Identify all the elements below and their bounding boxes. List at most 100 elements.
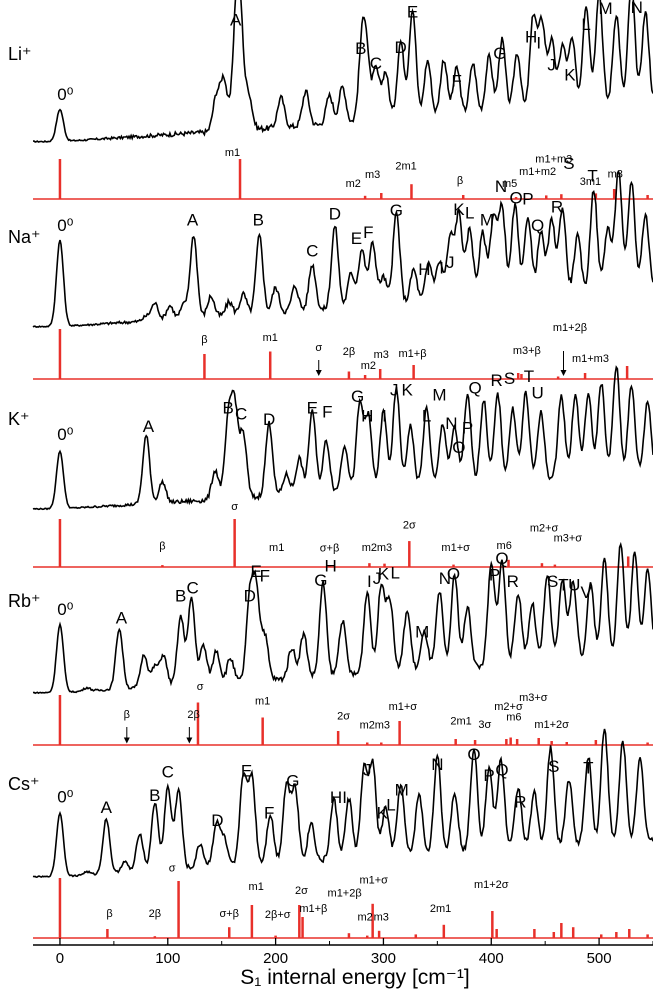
spectrum-trace <box>33 0 653 143</box>
band-label: V <box>580 583 592 602</box>
band-label: I <box>342 788 347 807</box>
stick-label: m6 <box>506 712 521 724</box>
band-label: M <box>598 0 612 18</box>
band-label: J <box>446 253 455 272</box>
stick-label: 2m1 <box>395 161 416 173</box>
stick-label: m1+σ <box>389 701 418 713</box>
band-label: D <box>211 811 223 830</box>
band-label: G <box>286 772 299 791</box>
band-label: C <box>186 579 198 598</box>
x-tick-label: 0 <box>56 950 64 967</box>
band-label: H <box>324 557 336 576</box>
band-label: J <box>547 55 556 74</box>
ion-label: Na⁺ <box>8 227 41 247</box>
band-label: L <box>386 796 395 815</box>
band-label: M <box>415 623 429 642</box>
band-label: F <box>452 71 462 90</box>
band-label: C <box>235 405 247 424</box>
band-label: F <box>322 403 332 422</box>
stick-label: 2β <box>187 709 199 721</box>
band-label: Q <box>531 216 544 235</box>
stick-label: m1+m3 <box>535 153 572 165</box>
spectrum-trace <box>32 365 653 511</box>
band-label: N <box>439 569 451 588</box>
band-label: T <box>558 575 568 594</box>
stick-label: β <box>457 175 463 187</box>
stick-label: m2+σ <box>494 701 523 713</box>
stick-label: m2 <box>357 912 372 924</box>
stick-label: m2 <box>362 542 377 554</box>
band-label: F <box>363 223 373 242</box>
band-label: M <box>395 780 409 799</box>
band-label: I <box>536 33 541 52</box>
stick-label: σ+β <box>320 543 340 555</box>
band-label: D <box>263 410 275 429</box>
band-label: F <box>260 567 270 586</box>
stick-label: m1 <box>249 881 264 893</box>
stick-label: σ <box>197 681 204 693</box>
band-label: 0⁰ <box>57 216 73 235</box>
band-label: N <box>431 755 443 774</box>
stick-label: m3+σ <box>554 532 583 544</box>
band-label: E <box>307 398 318 417</box>
stick-label: m3 <box>374 912 389 924</box>
band-label: O <box>447 564 460 583</box>
band-label: T <box>583 758 593 777</box>
band-label: G <box>351 387 364 406</box>
band-label: E <box>351 229 362 248</box>
stick-label: m1+σ <box>359 874 388 886</box>
band-label: N <box>495 177 507 196</box>
band-label: P <box>462 418 473 437</box>
band-label: P <box>489 566 500 585</box>
stick-label: σ <box>169 862 176 874</box>
band-label: D <box>395 38 407 57</box>
stick-label: m3+σ <box>519 692 548 704</box>
stick-label: 2σ <box>337 711 350 723</box>
panel-5: Cs⁺ 0⁰ A BC D E FG H IJ KLM N OP QR S Tβ 2β σ σ+β m1 2β+σ 2σ… <box>8 728 653 939</box>
band-label: D <box>329 205 341 224</box>
arrow-head <box>560 370 567 376</box>
band-label: R <box>514 792 526 811</box>
stick-label: m3 <box>374 349 389 361</box>
spectrum-trace <box>32 541 653 695</box>
stick-label: σ <box>231 501 238 513</box>
stick-label: σ <box>315 342 322 354</box>
band-label: Q <box>495 761 508 780</box>
band-label: J <box>373 569 382 588</box>
ion-label: Cs⁺ <box>8 774 40 794</box>
stick-label: m2+σ <box>530 522 559 534</box>
stick-label: m3 <box>377 542 392 554</box>
band-label: L <box>391 563 400 582</box>
band-label: E <box>241 762 252 781</box>
x-axis-label: S₁ internal energy [cm⁻¹] <box>240 966 469 989</box>
band-label: U <box>531 384 543 403</box>
band-label: J <box>363 761 372 780</box>
band-label: B <box>222 398 233 417</box>
band-label: H <box>361 407 373 426</box>
band-label: R <box>551 198 563 217</box>
band-label: C <box>162 763 174 782</box>
ion-label: Rb⁺ <box>8 591 41 611</box>
stick-label: m1+2σ <box>474 879 509 891</box>
band-label: U <box>568 575 580 594</box>
stick-label: m1+m3 <box>572 353 609 365</box>
band-label: G <box>493 44 506 63</box>
stick-label: 2m1 <box>430 903 451 915</box>
stick-label: 2m1 <box>450 716 471 728</box>
stick-label: m1 <box>263 332 278 344</box>
stick-label: 2β <box>343 346 355 358</box>
stick-label: β <box>106 908 112 920</box>
band-label: R <box>507 572 519 591</box>
stick-label: m3+β <box>513 345 541 357</box>
arrow-head <box>186 737 193 744</box>
band-label: A <box>143 417 155 436</box>
band-label: Q <box>468 378 481 397</box>
band-label: K <box>564 66 576 85</box>
stick-label: m3 <box>375 720 390 732</box>
band-label: R <box>491 371 503 390</box>
stick-label: σ+β <box>219 908 239 920</box>
